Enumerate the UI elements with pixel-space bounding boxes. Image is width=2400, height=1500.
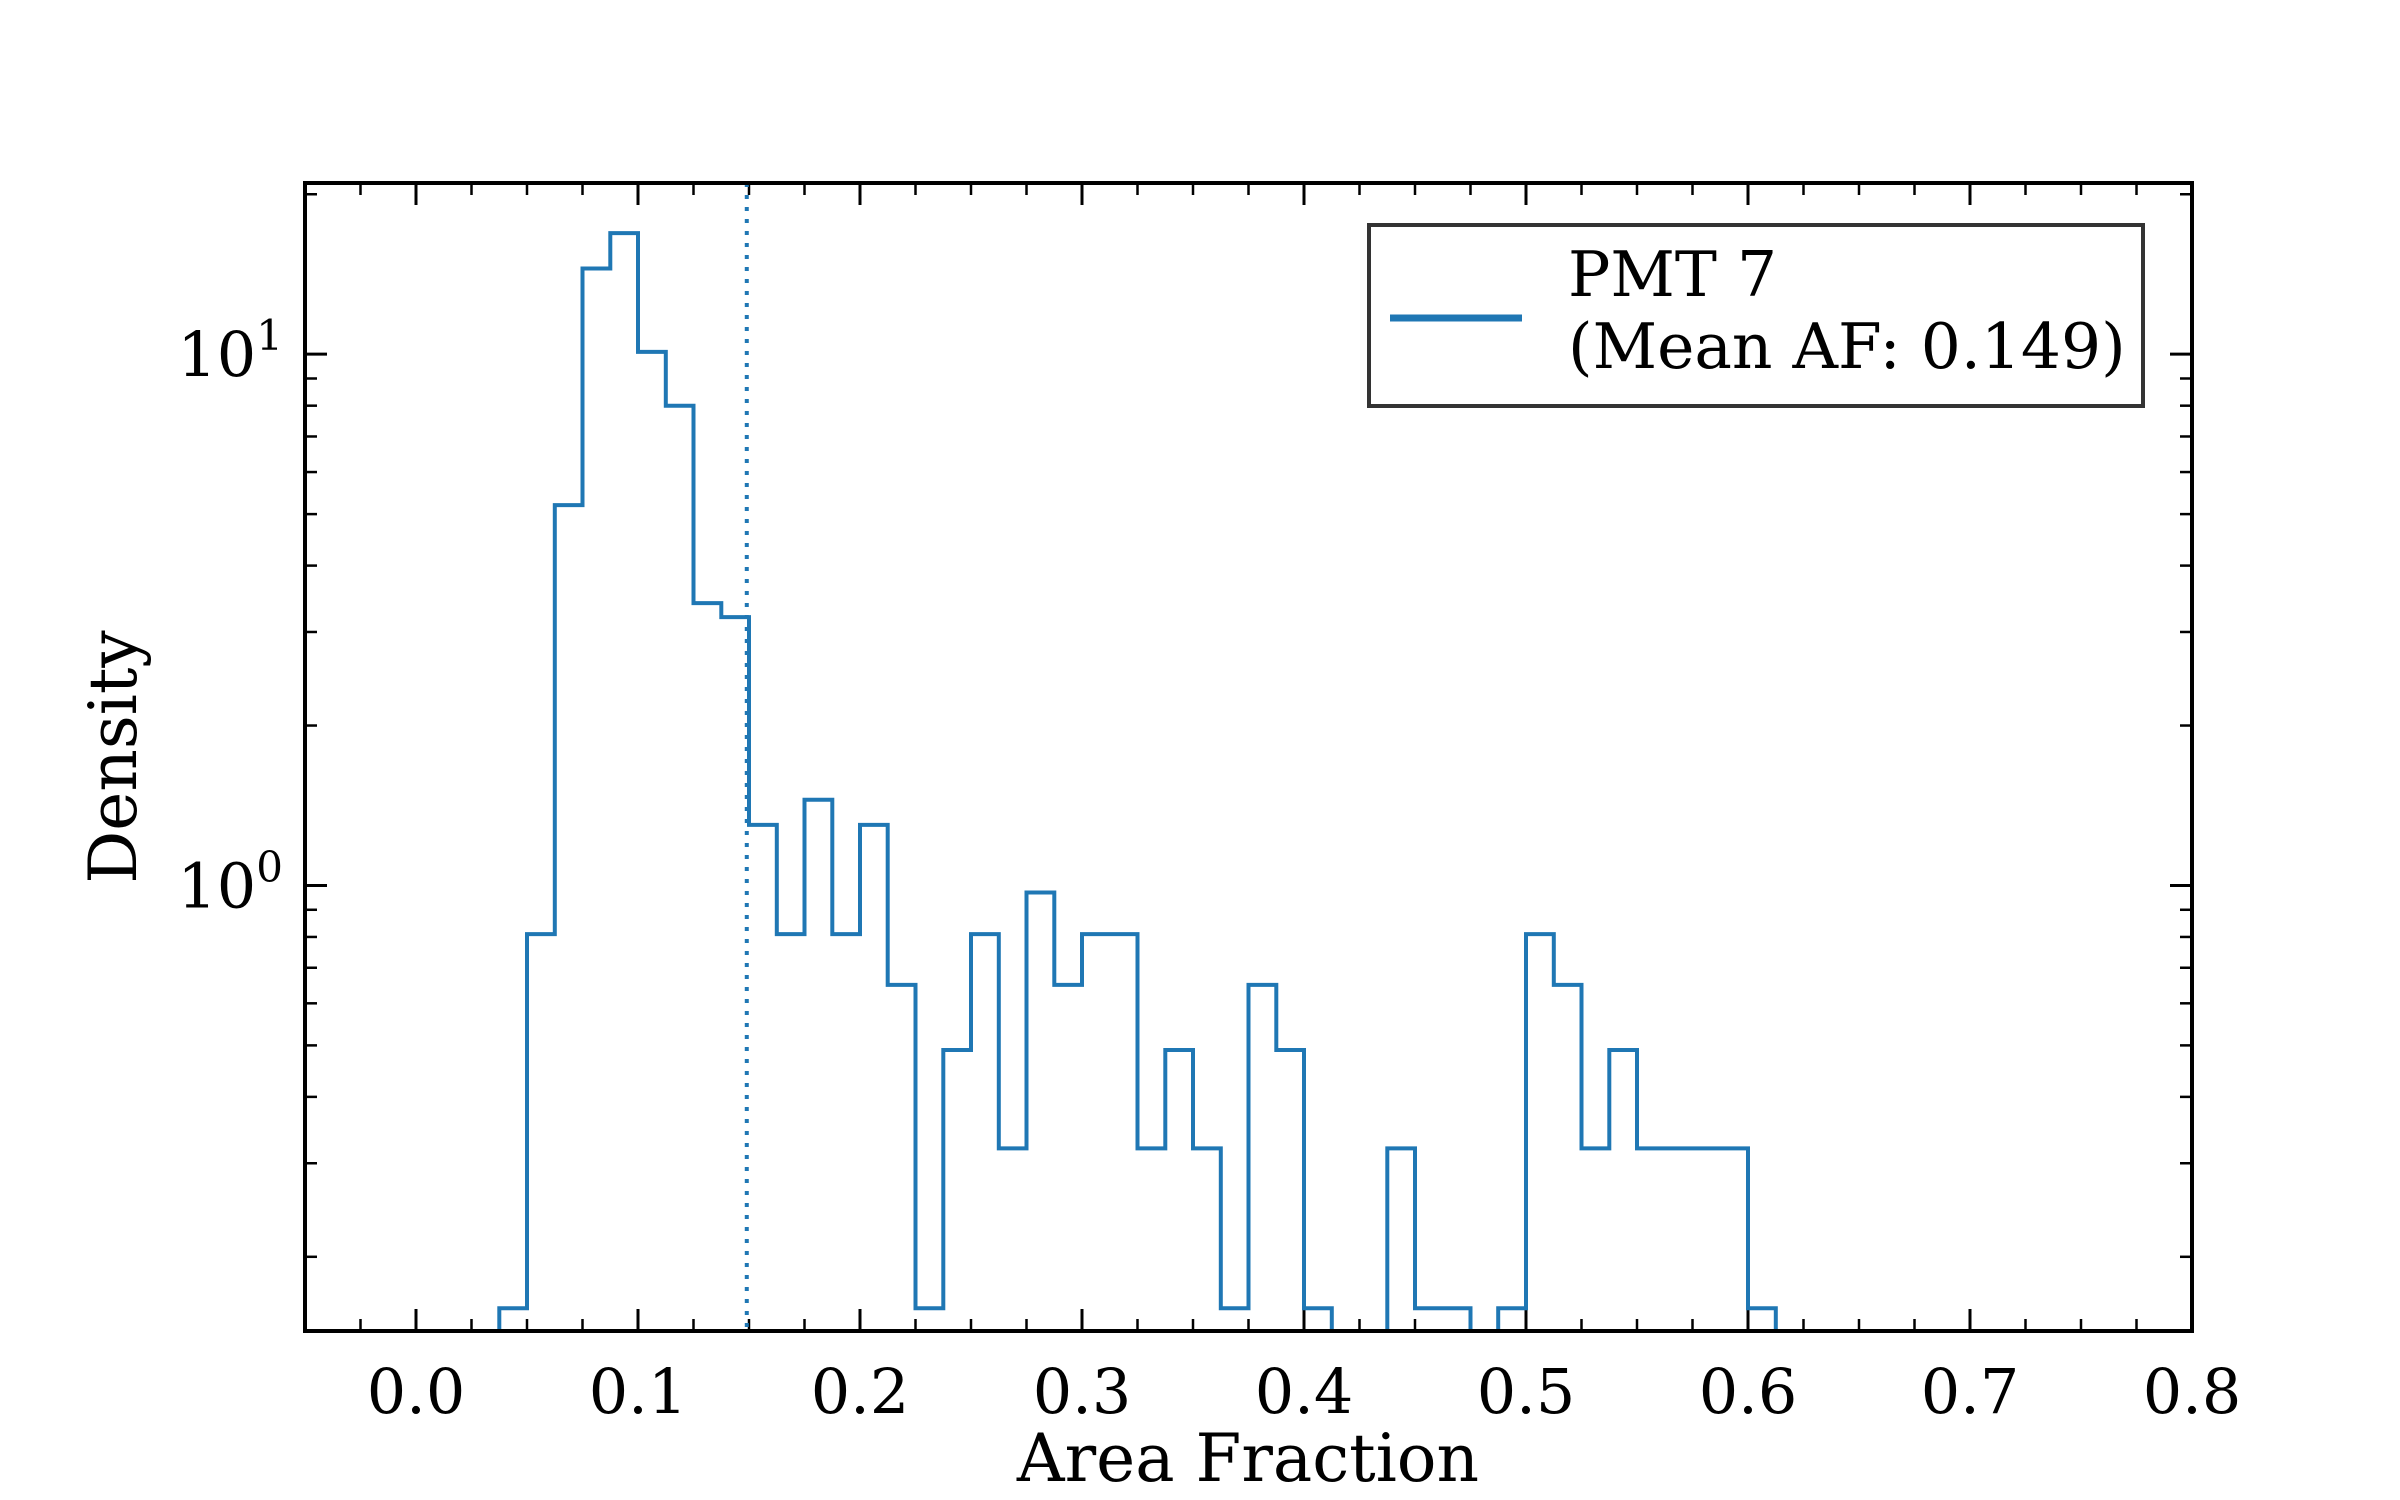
x-tick-label: 0.1 <box>589 1355 688 1428</box>
x-tick-label: 0.2 <box>811 1355 910 1428</box>
histogram-series-pmt7 <box>497 231 1778 1331</box>
legend-label-line1: PMT 7 <box>1568 238 1777 311</box>
legend: PMT 7 (Mean AF: 0.149) <box>1367 223 2145 408</box>
plot-frame <box>303 181 2194 1333</box>
x-tick-label: 0.3 <box>1033 1355 1132 1428</box>
y-tick-label: 101 <box>177 311 283 391</box>
x-tick-label: 0.5 <box>1477 1355 1576 1428</box>
tick-labels: 0.0 0.1 0.2 0.3 0.4 0.5 0.6 0.7 0.8 100 101 <box>177 311 2241 1428</box>
x-tick-label: 0.4 <box>1255 1355 1354 1428</box>
x-tick-label: 0.7 <box>1921 1355 2020 1428</box>
y-axis-label: Density <box>75 630 152 884</box>
x-tick-label: 0.0 <box>367 1355 466 1428</box>
legend-label-line2: (Mean AF: 0.149) <box>1568 310 2126 383</box>
x-tick-label: 0.8 <box>2143 1355 2242 1428</box>
x-tick-label: 0.6 <box>1699 1355 1798 1428</box>
y-tick-label: 100 <box>177 842 283 922</box>
x-axis-label: Area Fraction <box>1016 1420 1479 1497</box>
